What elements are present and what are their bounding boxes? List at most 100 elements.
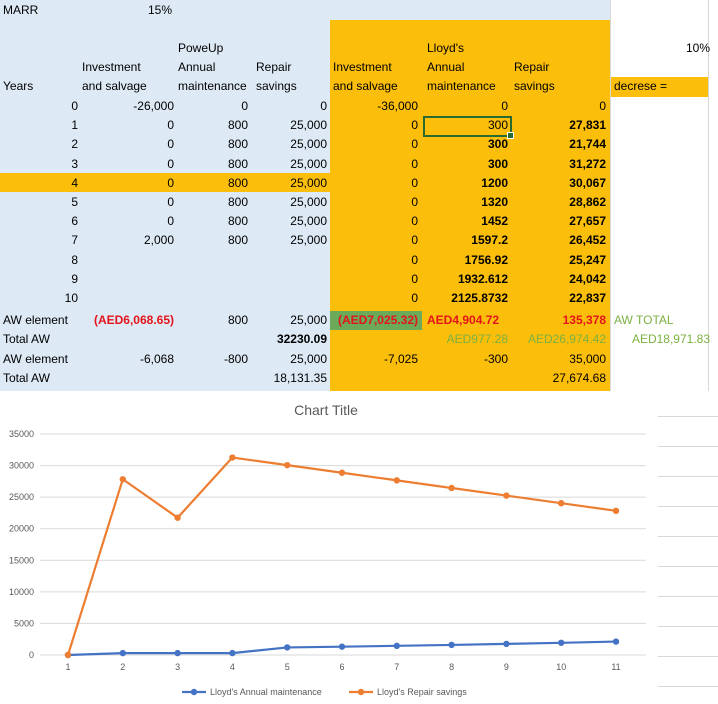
lloyds-annual-header[interactable]: Annual bbox=[427, 60, 465, 74]
powerup-investment-cell[interactable]: -26,000 bbox=[133, 99, 174, 113]
powerup-aw-investment-2[interactable]: -6,068 bbox=[139, 352, 174, 366]
lloyds-aw-annual[interactable]: AED4,904.72 bbox=[427, 313, 500, 327]
line-chart[interactable]: 0 5000 10000 15000 20000 25000 30000 35000 1 2 3 4 5… bbox=[0, 391, 718, 704]
lloyds-repair-cell[interactable]: 28,862 bbox=[569, 195, 606, 209]
powerup-investment-header[interactable]: Investment bbox=[82, 60, 141, 74]
powerup-aw-investment[interactable]: (AED6,068.65) bbox=[93, 313, 174, 327]
powerup-annual-cell[interactable]: 800 bbox=[227, 214, 248, 228]
powerup-repair-header-2[interactable]: savings bbox=[256, 79, 297, 93]
powerup-aw-repair[interactable]: 25,000 bbox=[290, 313, 327, 327]
lloyds-annual-cell[interactable]: 1597.2 bbox=[471, 233, 508, 247]
powerup-repair-header[interactable]: Repair bbox=[256, 60, 292, 74]
powerup-aw-repair-2[interactable]: 25,000 bbox=[290, 352, 327, 366]
lloyds-repair-cell[interactable]: 30,067 bbox=[569, 176, 606, 190]
data-point[interactable] bbox=[612, 507, 620, 515]
lloyds-repair-header[interactable]: Repair bbox=[514, 60, 550, 74]
lloyds-repair-cell[interactable]: 24,042 bbox=[569, 272, 606, 286]
powerup-repair-cell[interactable] bbox=[250, 270, 327, 289]
lloyds-repair-cell[interactable]: 27,831 bbox=[569, 118, 606, 132]
powerup-investment-cell[interactable]: 0 bbox=[167, 214, 174, 228]
year-cell[interactable]: 1 bbox=[71, 118, 78, 132]
year-cell[interactable]: 10 bbox=[64, 291, 78, 305]
lloyds-repair-cell[interactable]: 22,837 bbox=[569, 291, 606, 305]
powerup-name[interactable]: PoweUp bbox=[178, 41, 224, 55]
lloyds-investment-cell[interactable]: 0 bbox=[411, 137, 418, 151]
year-cell[interactable]: 6 bbox=[71, 214, 78, 228]
powerup-total-aw-2[interactable]: 18,131.35 bbox=[273, 371, 327, 385]
powerup-annual-cell[interactable]: 800 bbox=[227, 157, 248, 171]
year-cell[interactable]: 3 bbox=[71, 157, 78, 171]
powerup-annual-cell[interactable]: 0 bbox=[241, 99, 248, 113]
data-point[interactable] bbox=[393, 642, 400, 650]
powerup-investment-cell[interactable]: 0 bbox=[167, 157, 174, 171]
powerup-investment-cell[interactable] bbox=[80, 270, 174, 289]
powerup-annual-cell[interactable] bbox=[176, 289, 248, 308]
powerup-investment-header-2[interactable]: and salvage bbox=[82, 79, 147, 93]
data-point[interactable] bbox=[174, 514, 181, 521]
powerup-annual-cell[interactable]: 800 bbox=[227, 118, 248, 132]
selected-cell[interactable] bbox=[423, 116, 514, 139]
data-point[interactable] bbox=[338, 643, 346, 650]
lloyds-investment-cell[interactable]: -36,000 bbox=[377, 99, 418, 113]
powerup-investment-cell[interactable]: 2,000 bbox=[143, 233, 174, 247]
lloyds-repair-cell[interactable]: 0 bbox=[599, 99, 606, 113]
data-point[interactable] bbox=[503, 492, 510, 499]
lloyds-annual-cell[interactable]: 1452 bbox=[481, 214, 508, 228]
powerup-repair-cell[interactable] bbox=[250, 251, 327, 270]
data-point[interactable] bbox=[612, 638, 620, 645]
data-point[interactable] bbox=[558, 639, 565, 646]
powerup-total-aw[interactable]: 32230.09 bbox=[276, 332, 327, 346]
aw-total-label[interactable]: AW TOTAL bbox=[614, 313, 674, 327]
powerup-investment-cell[interactable]: 0 bbox=[167, 118, 174, 132]
lloyds-total-aw-annual[interactable]: AED977.28 bbox=[446, 332, 508, 346]
powerup-repair-cell[interactable]: 25,000 bbox=[290, 137, 327, 151]
lloyds-repair-cell[interactable]: 25,247 bbox=[569, 253, 606, 267]
powerup-investment-cell[interactable] bbox=[80, 289, 174, 308]
lloyds-investment-cell[interactable]: 0 bbox=[411, 233, 418, 247]
lloyds-annual-header-2[interactable]: maintenance bbox=[427, 79, 496, 93]
data-point[interactable] bbox=[284, 461, 291, 469]
powerup-annual-cell[interactable] bbox=[176, 270, 248, 289]
lloyds-annual-cell[interactable]: 0 bbox=[501, 99, 508, 113]
lloyds-annual-cell[interactable]: 1320 bbox=[481, 195, 508, 209]
lloyds-annual-cell[interactable]: 300 bbox=[487, 118, 508, 132]
lloyds-investment-cell[interactable]: 0 bbox=[411, 272, 418, 286]
lloyds-repair-cell[interactable]: 27,657 bbox=[569, 214, 606, 228]
lloyds-total-aw-2[interactable]: 27,674.68 bbox=[552, 371, 606, 385]
data-point[interactable] bbox=[448, 641, 455, 649]
lloyds-investment-header[interactable]: Investment bbox=[333, 60, 392, 74]
year-cell[interactable]: 2 bbox=[71, 137, 78, 151]
lloyds-aw-investment[interactable]: (AED7,025.32) bbox=[337, 313, 418, 327]
powerup-annual-cell[interactable]: 800 bbox=[227, 195, 248, 209]
powerup-annual-cell[interactable]: 800 bbox=[227, 233, 248, 247]
powerup-aw-annual[interactable]: 800 bbox=[227, 313, 248, 327]
lloyds-investment-cell[interactable]: 0 bbox=[411, 118, 418, 132]
powerup-annual-header-2[interactable]: maintenance bbox=[178, 79, 247, 93]
data-point[interactable] bbox=[393, 477, 400, 484]
lloyds-investment-cell[interactable]: 0 bbox=[411, 176, 418, 190]
powerup-repair-cell[interactable] bbox=[250, 289, 327, 308]
powerup-annual-cell[interactable] bbox=[176, 251, 248, 270]
lloyds-repair-header-2[interactable]: savings bbox=[514, 79, 555, 93]
data-point[interactable] bbox=[119, 476, 127, 483]
powerup-investment-cell[interactable] bbox=[80, 251, 174, 270]
total-aw-label[interactable]: Total AW bbox=[3, 332, 50, 346]
powerup-repair-cell[interactable]: 0 bbox=[320, 99, 327, 113]
powerup-repair-cell[interactable]: 25,000 bbox=[290, 195, 327, 209]
lloyds-repair-cell[interactable]: 26,452 bbox=[569, 233, 606, 247]
year-cell[interactable]: 4 bbox=[71, 176, 78, 190]
chart-title[interactable]: Chart Title bbox=[294, 402, 358, 418]
powerup-annual-cell[interactable]: 800 bbox=[227, 176, 248, 190]
rate-value[interactable]: 10% bbox=[685, 41, 710, 55]
data-point[interactable] bbox=[229, 649, 236, 657]
year-cell[interactable]: 9 bbox=[71, 272, 78, 286]
lloyds-annual-cell[interactable]: 1756.92 bbox=[464, 253, 508, 267]
lloyds-annual-cell[interactable]: 1200 bbox=[481, 176, 508, 190]
decrease-label[interactable]: decrese = bbox=[614, 79, 668, 93]
lloyds-investment-cell[interactable]: 0 bbox=[411, 214, 418, 228]
lloyds-investment-cell[interactable]: 0 bbox=[411, 157, 418, 171]
lloyds-annual-cell[interactable]: 300 bbox=[487, 137, 508, 151]
lloyds-aw-investment-2[interactable]: -7,025 bbox=[383, 352, 418, 366]
years-header[interactable]: Years bbox=[3, 79, 34, 93]
powerup-investment-cell[interactable]: 0 bbox=[167, 137, 174, 151]
